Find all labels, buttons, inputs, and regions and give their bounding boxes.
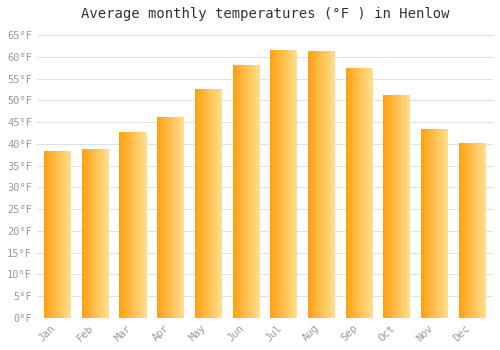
Bar <box>308 51 335 318</box>
Bar <box>44 151 71 318</box>
Bar <box>270 50 297 318</box>
Bar <box>346 68 373 318</box>
Bar <box>232 65 260 318</box>
Bar <box>195 89 222 318</box>
Title: Average monthly temperatures (°F ) in Henlow: Average monthly temperatures (°F ) in He… <box>80 7 449 21</box>
Bar <box>120 132 146 318</box>
Bar <box>421 128 448 318</box>
Bar <box>82 149 109 318</box>
Bar <box>157 117 184 318</box>
Bar <box>458 144 486 318</box>
Bar <box>384 94 410 318</box>
